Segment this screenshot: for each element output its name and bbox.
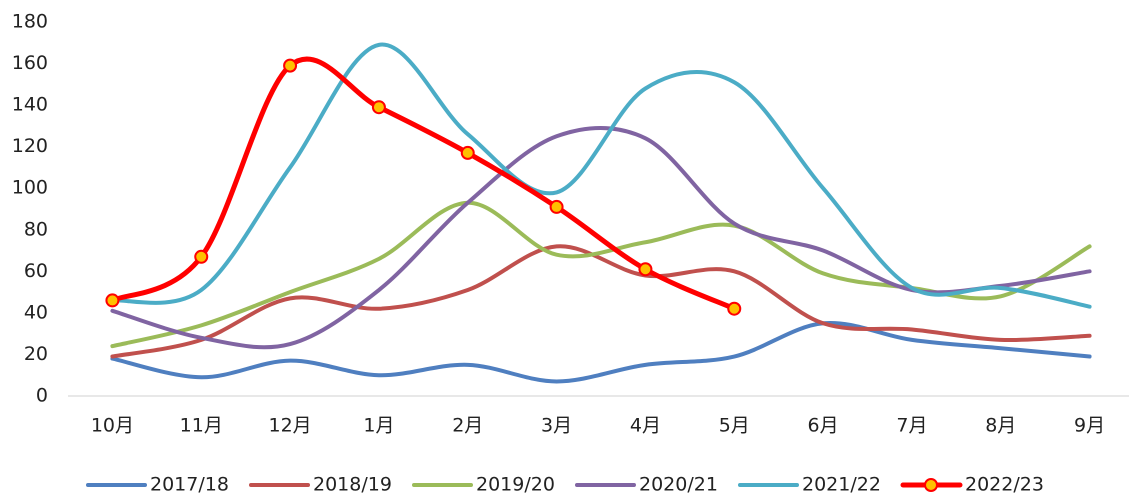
legend-label: 2017/18	[150, 474, 229, 496]
x-tick-label: 6月	[808, 415, 839, 437]
x-tick-label: 9月	[1074, 415, 1105, 437]
y-tick-label: 160	[12, 52, 48, 74]
x-tick-label: 7月	[896, 415, 927, 437]
x-tick-label: 11月	[180, 415, 223, 437]
series-line	[110, 320, 1092, 384]
x-tick-label: 8月	[985, 415, 1016, 437]
data-point	[727, 301, 742, 316]
data-point	[549, 199, 564, 214]
data-point	[105, 293, 120, 308]
y-tick-label: 0	[36, 385, 48, 407]
data-point	[283, 58, 298, 73]
x-tick-label: 3月	[541, 415, 572, 437]
data-point	[194, 249, 209, 264]
x-tick-label: 12月	[268, 415, 311, 437]
y-tick-label: 60	[24, 260, 48, 282]
y-tick-label: 80	[24, 218, 48, 240]
y-tick-label: 20	[24, 343, 48, 365]
data-point	[460, 145, 475, 160]
series-line	[110, 42, 1092, 309]
y-tick-label: 100	[12, 177, 48, 199]
legend-label: 2020/21	[639, 474, 718, 496]
data-point	[638, 262, 653, 277]
x-tick-label: 10月	[91, 415, 134, 437]
y-tick-label: 140	[12, 94, 48, 116]
legend-label: 2021/22	[802, 474, 881, 496]
x-tick-label: 4月	[630, 415, 661, 437]
x-tick-label: 2月	[452, 415, 483, 437]
y-tick-label: 180	[12, 11, 48, 33]
x-tick-label: 1月	[363, 415, 394, 437]
x-tick-label: 5月	[719, 415, 750, 437]
y-tick-label: 120	[12, 135, 48, 157]
series-line	[109, 56, 737, 312]
legend-label: 2019/20	[476, 474, 555, 496]
y-tick-label: 40	[24, 301, 48, 323]
data-point	[371, 100, 386, 115]
legend-label: 2018/19	[313, 474, 392, 496]
legend-label: 2022/23	[965, 474, 1044, 496]
series-line	[110, 244, 1092, 359]
series-line	[110, 200, 1092, 349]
legend-marker	[924, 478, 938, 492]
